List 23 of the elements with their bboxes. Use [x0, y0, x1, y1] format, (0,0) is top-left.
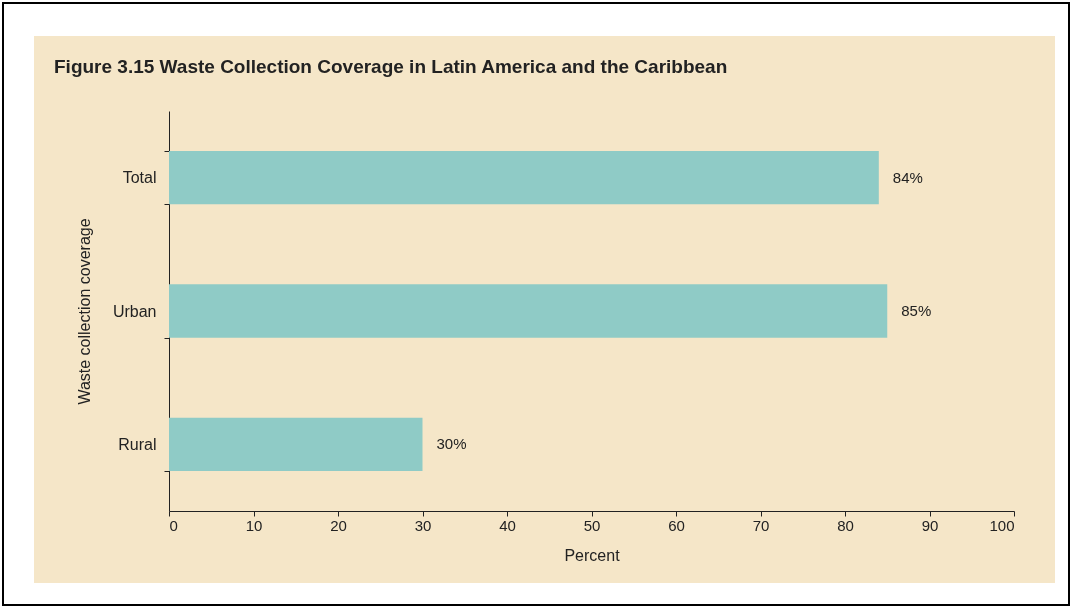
x-axis-title: Percent — [564, 546, 621, 564]
data-label: 84% — [892, 168, 923, 186]
bar — [169, 151, 879, 205]
x-tick-label: 60 — [668, 516, 685, 534]
x-tick-label: 70 — [752, 516, 770, 534]
data-label: 85% — [901, 302, 932, 319]
bar — [169, 417, 423, 471]
x-tick-label: 80 — [837, 516, 854, 534]
y-tick-label: Rural — [118, 435, 157, 453]
x-tick-label: 40 — [499, 516, 516, 534]
x-tick-label: 90 — [921, 516, 939, 534]
y-tick-label: Total — [122, 169, 157, 187]
x-tick-label: 30 — [414, 516, 432, 534]
y-tick-label: Urban — [112, 302, 157, 320]
x-tick-label: 100 — [989, 516, 1015, 534]
x-tick-label: 0 — [169, 516, 178, 534]
data-label: 30% — [436, 435, 467, 453]
y-axis-title: Waste collection coverage — [75, 218, 93, 405]
x-tick-label: 10 — [245, 516, 263, 534]
x-tick-label: 20 — [330, 516, 347, 534]
x-tick-label: 50 — [583, 516, 601, 534]
bar — [169, 284, 888, 338]
chart-title: Figure 3.15 Waste Collection Coverage in Latin America and the Caribbean — [54, 56, 728, 77]
